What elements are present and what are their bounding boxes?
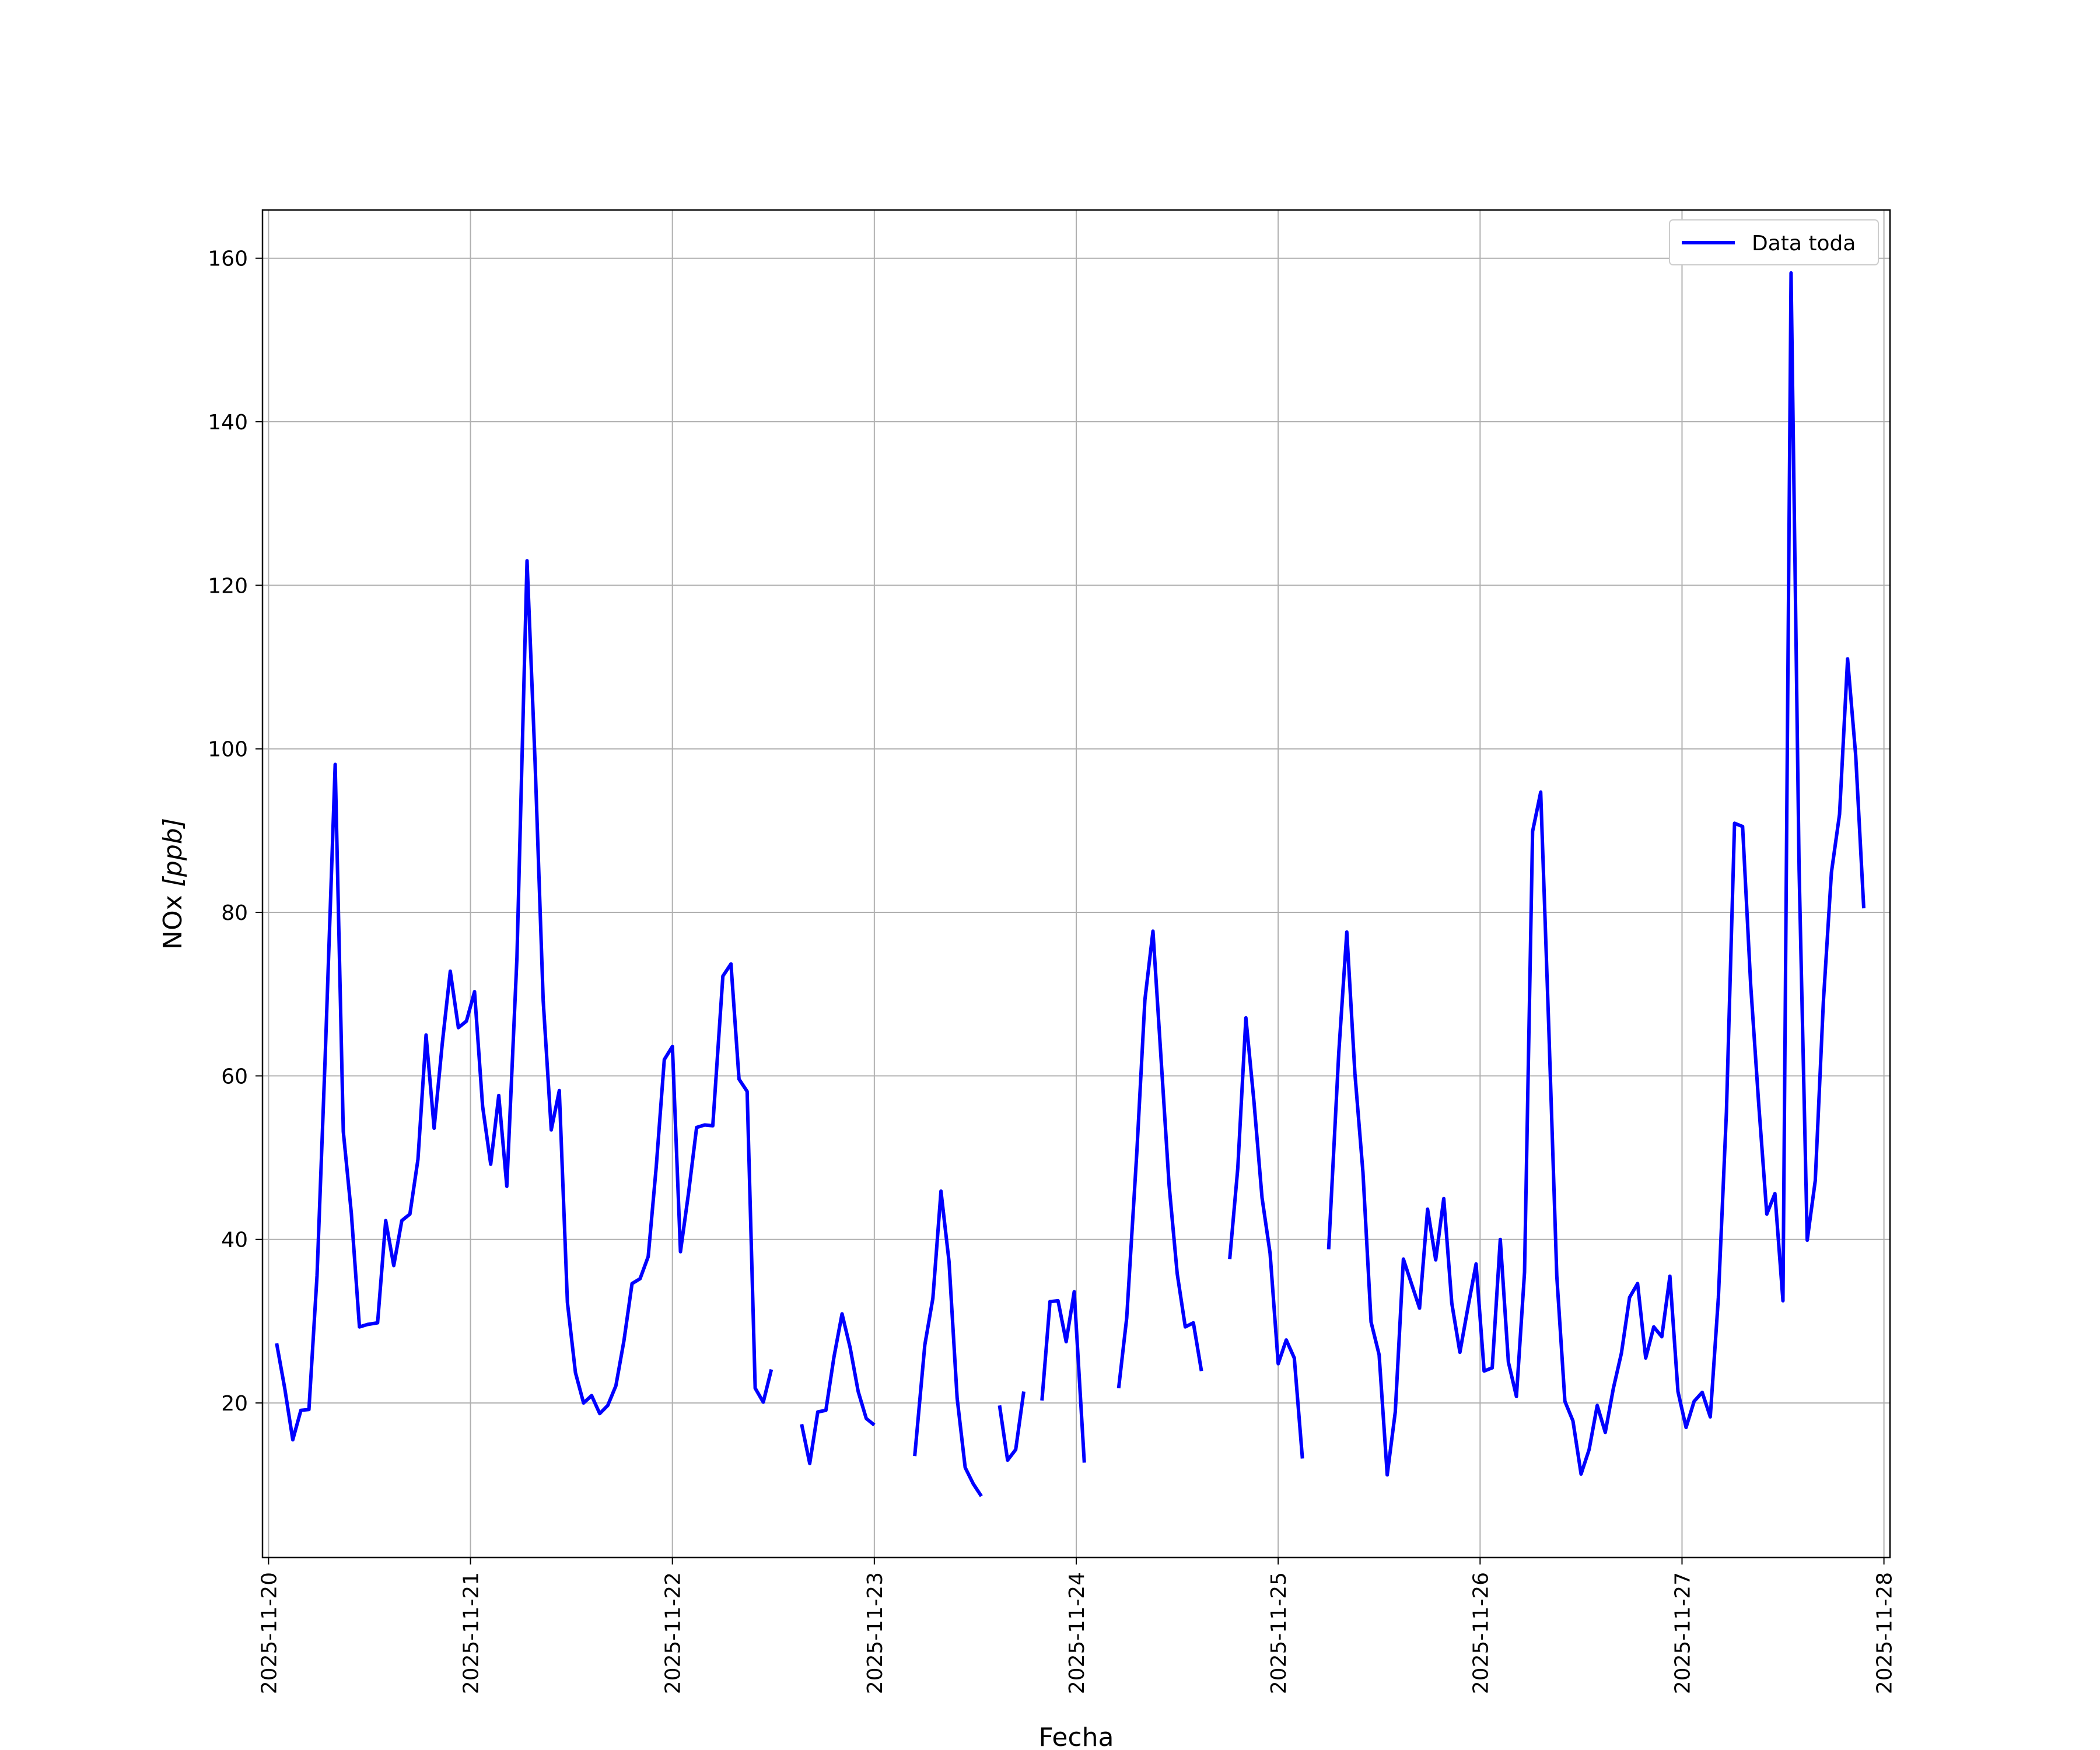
y-tick-label: 160 <box>208 247 248 271</box>
x-tick-label: 2025-11-25 <box>1267 1572 1291 1694</box>
x-tick-label: 2025-11-24 <box>1065 1572 1089 1694</box>
legend: Data toda <box>1669 219 1879 265</box>
x-tick-label: 2025-11-20 <box>257 1572 281 1694</box>
y-tick-label: 140 <box>208 411 248 435</box>
legend-label-data-toda: Data toda <box>1752 232 1856 256</box>
y-tick-label: 20 <box>221 1392 248 1416</box>
x-tick-label: 2025-11-22 <box>662 1572 685 1694</box>
x-tick-label: 2025-11-23 <box>863 1572 887 1694</box>
x-tick-label: 2025-11-27 <box>1671 1572 1695 1694</box>
series-line-segment <box>1040 1290 1086 1463</box>
y-axis-label-main: NOx <box>158 887 188 950</box>
y-axis: 20 40 60 80 100 120 140 160 <box>208 247 262 1416</box>
legend-box <box>1669 219 1879 265</box>
x-axis: 2025-11-20 2025-11-21 2025-11-22 2025-11-23… <box>257 1558 1897 1694</box>
x-tick-label: 2025-11-26 <box>1469 1572 1493 1694</box>
y-tick-label: 40 <box>221 1228 248 1252</box>
series-line-segment <box>913 1189 983 1497</box>
series-line-segment <box>1228 1016 1304 1459</box>
y-tick-label: 120 <box>208 574 248 598</box>
y-tick-label: 100 <box>208 738 248 762</box>
y-axis-label: NOx [ppb] <box>158 818 188 950</box>
x-tick-label: 2025-11-21 <box>460 1572 484 1694</box>
x-axis-label: Fecha <box>1038 1723 1114 1750</box>
series-lines <box>275 271 1866 1497</box>
y-axis-label-unit: [ppb] <box>158 818 188 887</box>
series-line-segment <box>800 1312 876 1465</box>
series-line-segment <box>998 1391 1026 1462</box>
grid-lines <box>262 210 1890 1558</box>
series-line-segment <box>1116 929 1203 1389</box>
y-tick-label: 60 <box>221 1065 248 1088</box>
series-line-segment <box>1326 271 1866 1477</box>
series-line-segment <box>275 559 774 1442</box>
x-tick-label: 2025-11-28 <box>1873 1572 1897 1694</box>
y-tick-label: 80 <box>221 901 248 925</box>
